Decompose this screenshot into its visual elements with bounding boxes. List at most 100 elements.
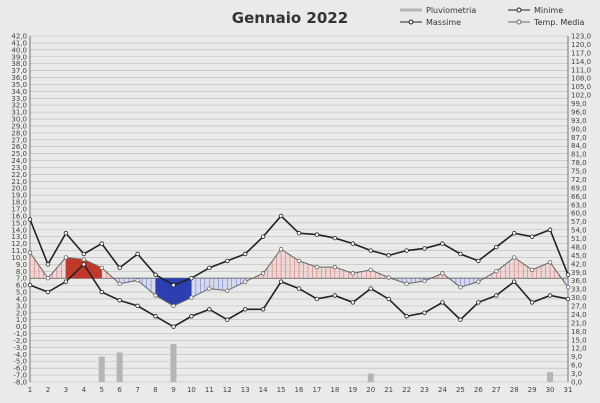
point-minime (440, 300, 445, 305)
point-minime (494, 293, 499, 298)
x-tick-label: 20 (366, 386, 375, 394)
point-massime (45, 262, 51, 267)
point-media (314, 264, 320, 270)
point-massime (153, 272, 158, 277)
legend: Pluviometria Minime Massime Temp. Media (400, 6, 585, 27)
x-tick-label: 11 (205, 386, 214, 394)
point-minime (27, 282, 33, 288)
x-tick-label: 9 (171, 386, 175, 394)
y-right-tick-label: 93,0 (571, 117, 587, 125)
y-left-tick-label: 4,0 (16, 295, 27, 303)
point-media (99, 265, 104, 271)
point-media (512, 255, 517, 260)
x-tick-label: 26 (474, 386, 483, 394)
above-average-area (252, 249, 391, 279)
y-left-tick-label: 42,0 (11, 33, 27, 41)
point-minime (332, 293, 338, 298)
y-left-tick-label: 15,0 (11, 219, 27, 227)
y-left-tick-label: 30,0 (11, 116, 27, 124)
point-massime (189, 276, 194, 281)
y-left-tick-label: -7,0 (13, 372, 27, 380)
point-media (296, 258, 302, 264)
series-points (27, 213, 571, 329)
point-minime (278, 279, 284, 284)
y-left-tick-label: 5,0 (16, 289, 27, 297)
point-massime (260, 234, 266, 239)
y-left-tick-label: 13,0 (11, 233, 27, 241)
y-axis-right: 123,0120,0117,0114,0111,0108,0105,0102,0… (571, 33, 591, 387)
y-left-tick-label: 34,0 (11, 88, 27, 96)
x-tick-label: 31 (564, 386, 573, 394)
x-tick-label: 13 (241, 386, 250, 394)
x-tick-label: 29 (528, 386, 537, 394)
y-left-tick-label: 14,0 (11, 226, 27, 234)
y-right-tick-label: 114,0 (571, 58, 591, 66)
x-tick-label: 19 (348, 386, 357, 394)
y-left-tick-label: 22,0 (11, 171, 27, 179)
y-left-tick-label: 12,0 (11, 240, 27, 248)
point-minime (458, 317, 463, 322)
y-left-tick-label: 21,0 (11, 178, 27, 186)
y-left-tick-label: 1,0 (16, 316, 27, 324)
y-right-tick-label: 87,0 (571, 134, 587, 142)
y-left-tick-label: 29,0 (11, 122, 27, 130)
rain-bar (170, 344, 177, 382)
point-media (350, 271, 355, 276)
y-left-tick-label: 16,0 (11, 212, 27, 220)
y-right-tick-label: 117,0 (571, 49, 591, 57)
y-right-tick-label: 96,0 (571, 108, 587, 116)
y-left-tick-label: -8,0 (13, 379, 27, 387)
y-right-tick-label: 15,0 (571, 336, 587, 344)
x-tick-label: 8 (153, 386, 157, 394)
y-right-tick-label: 36,0 (571, 277, 587, 285)
x-tick-label: 4 (82, 386, 87, 394)
point-massime (422, 246, 427, 251)
point-massime (458, 251, 463, 257)
point-massime (332, 235, 338, 241)
y-left-tick-label: 23,0 (11, 164, 27, 172)
x-tick-label: 7 (135, 386, 139, 394)
y-left-tick-label: 9,0 (16, 261, 27, 269)
y-right-tick-label: 30,0 (571, 294, 587, 302)
x-tick-label: 1 (28, 386, 32, 394)
point-media (63, 255, 69, 260)
y-axis-left: 42,041,040,039,038,037,036,035,034,033,0… (11, 33, 27, 387)
point-media (494, 269, 499, 274)
point-media (458, 284, 463, 290)
point-minime (225, 317, 230, 322)
point-minime (99, 289, 104, 295)
point-media (135, 278, 140, 283)
point-massime (368, 248, 373, 253)
y-right-tick-label: 6,0 (571, 362, 582, 370)
y-left-tick-label: 24,0 (11, 157, 27, 165)
y-left-tick-label: 8,0 (16, 268, 27, 276)
x-tick-label: 27 (492, 386, 501, 394)
y-left-tick-label: 25,0 (11, 150, 27, 158)
x-tick-label: 25 (456, 386, 465, 394)
x-tick-label: 10 (187, 386, 196, 394)
point-media (45, 276, 51, 281)
point-minime (368, 286, 373, 291)
point-massime (494, 244, 499, 250)
point-minime (565, 296, 571, 302)
y-right-tick-label: 9,0 (571, 353, 582, 361)
point-minime (242, 307, 248, 312)
y-right-tick-label: 90,0 (571, 125, 587, 133)
y-right-tick-label: 21,0 (571, 319, 587, 327)
point-media (529, 267, 535, 273)
y-left-tick-label: 18,0 (11, 199, 27, 207)
point-media (260, 271, 266, 276)
point-massime (135, 251, 140, 257)
y-right-tick-label: 3,0 (571, 370, 582, 378)
point-media (476, 279, 481, 284)
point-massime (440, 241, 445, 246)
point-media (278, 246, 284, 252)
deviation-hatching (29, 249, 569, 306)
x-tick-label: 28 (510, 386, 519, 394)
y-right-tick-label: 42,0 (571, 260, 587, 268)
x-tick-label: 21 (384, 386, 393, 394)
point-minime (386, 296, 391, 302)
y-left-tick-label: 33,0 (11, 95, 27, 103)
y-right-tick-label: 57,0 (571, 218, 587, 226)
